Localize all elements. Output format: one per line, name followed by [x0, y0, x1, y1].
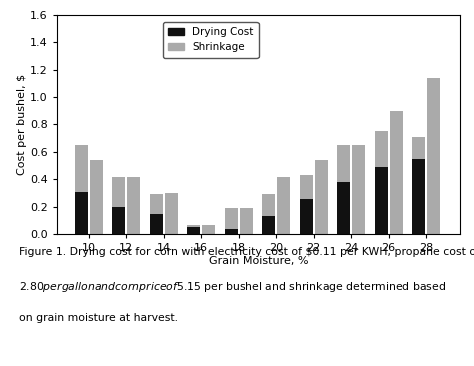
Bar — [300, 175, 313, 198]
Bar — [390, 111, 402, 234]
Bar — [90, 160, 103, 234]
Legend: Drying Cost, Shrinkage: Drying Cost, Shrinkage — [163, 22, 258, 58]
Bar — [262, 216, 275, 234]
X-axis label: Grain Moisture, %: Grain Moisture, % — [209, 256, 308, 266]
Bar — [374, 131, 388, 167]
Text: on grain moisture at harvest.: on grain moisture at harvest. — [19, 313, 178, 323]
Bar — [300, 198, 313, 234]
Bar — [352, 145, 365, 234]
Bar — [202, 225, 215, 234]
Bar — [337, 145, 350, 182]
Bar — [164, 193, 178, 234]
Bar — [262, 194, 275, 216]
Bar — [374, 167, 388, 234]
Bar — [150, 214, 163, 234]
Bar — [187, 225, 200, 227]
Text: $2.80 per gallon and corn price of $5.15 per bushel and shrinkage determined bas: $2.80 per gallon and corn price of $5.15… — [19, 280, 446, 294]
Bar — [412, 159, 425, 234]
Bar — [127, 177, 140, 234]
Bar — [337, 182, 350, 234]
Bar — [75, 145, 88, 192]
Bar — [112, 207, 125, 234]
Bar — [112, 177, 125, 207]
Bar — [150, 194, 163, 214]
Bar — [412, 137, 425, 159]
Bar — [277, 177, 290, 234]
Y-axis label: Cost per bushel, $: Cost per bushel, $ — [18, 74, 27, 175]
Bar — [75, 192, 88, 234]
Bar — [315, 160, 328, 234]
Text: Figure 1. Drying cost for corn with electricity cost of $0.11 per KWH, propane c: Figure 1. Drying cost for corn with elec… — [19, 247, 474, 257]
Bar — [239, 208, 253, 234]
Bar — [427, 78, 440, 234]
Bar — [187, 227, 200, 234]
Bar — [225, 208, 238, 229]
Bar — [225, 229, 238, 234]
